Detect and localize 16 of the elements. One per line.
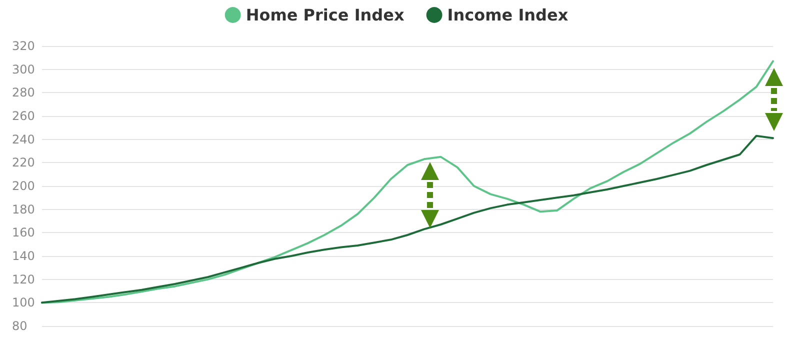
y-tick-label: 180 <box>12 202 35 216</box>
y-tick-label: 120 <box>12 272 35 286</box>
y-tick-label: 100 <box>12 296 35 310</box>
legend-label: Home Price Index <box>246 6 405 24</box>
y-tick-label: 80 <box>12 319 28 333</box>
y-tick-label: 200 <box>12 179 35 193</box>
line-series <box>41 134 774 304</box>
y-tick-label: 160 <box>12 226 35 240</box>
y-tick-label: 320 <box>12 39 35 53</box>
y-tick-label: 240 <box>12 132 35 146</box>
y-tick-label: 140 <box>12 249 35 263</box>
y-tick-label: 280 <box>12 86 35 100</box>
y-tick-label: 260 <box>12 109 35 123</box>
legend-label: Income Index <box>447 6 569 24</box>
y-tick-label: 220 <box>12 156 35 170</box>
y-tick-label: 300 <box>12 62 35 76</box>
